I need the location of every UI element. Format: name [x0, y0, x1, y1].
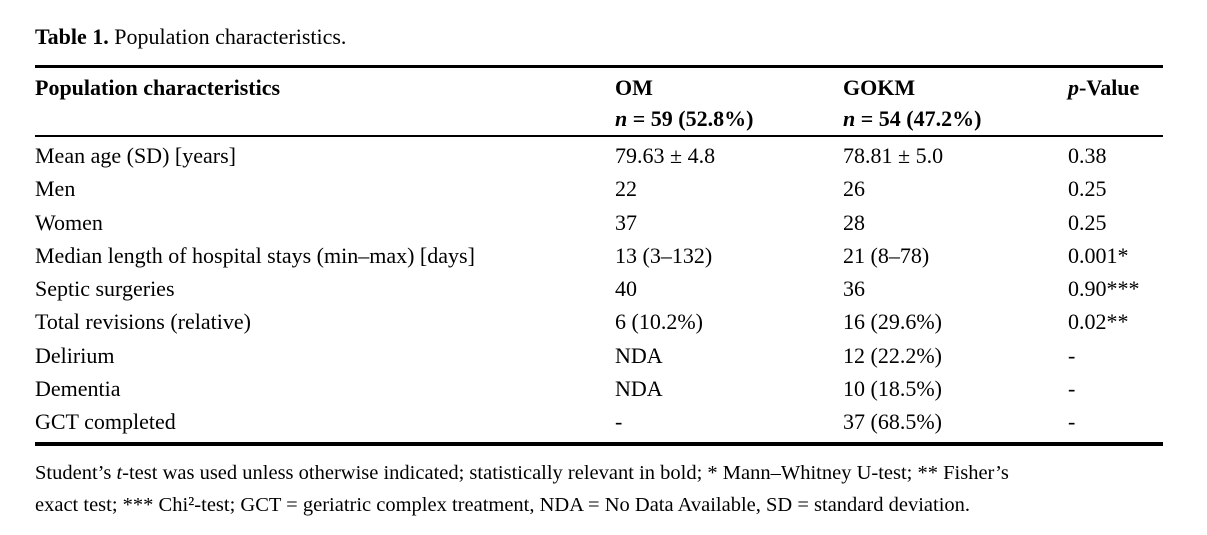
- table-header-row: Population characteristics OM n = 59 (52…: [35, 68, 1163, 135]
- table-header-rule: [35, 135, 1163, 137]
- table-row: Dementia NDA 10 (18.5%) -: [35, 372, 1163, 405]
- row-gokm-value: 78.81 ± 5.0: [843, 143, 944, 168]
- header-population-characteristics: Population characteristics: [35, 75, 281, 100]
- row-label: Mean age (SD) [years]: [35, 143, 236, 168]
- footnote-line-2: exact test; *** Chi²-test; GCT = geriatr…: [35, 493, 971, 516]
- header-om: OM n = 59 (52.8%): [615, 72, 843, 134]
- header-gokm-subtitle: n = 54 (47.2%): [843, 103, 1068, 134]
- header-gokm-n: n: [843, 106, 856, 131]
- table-content: Table 1. Population characteristics. Pop…: [35, 0, 1163, 521]
- footnote-line-1: Student’s t-test was used unless otherwi…: [35, 457, 1163, 489]
- header-om-title: OM: [615, 75, 653, 100]
- row-p-value: 0.02**: [1068, 309, 1129, 335]
- header-p-value: p-Value: [1068, 72, 1163, 134]
- row-om-value: 37: [615, 209, 637, 235]
- row-p-value: -: [1068, 376, 1076, 402]
- row-om-value: NDA: [615, 342, 663, 368]
- row-p-value: 0.90***: [1068, 276, 1140, 302]
- table-row: GCT completed - 37 (68.5%) -: [35, 405, 1163, 438]
- row-gokm-value: 28: [843, 209, 865, 235]
- footnote-t-italic: t: [116, 461, 123, 484]
- row-gokm-value: 12 (22.2%): [843, 342, 942, 368]
- header-p-italic: p: [1068, 75, 1079, 100]
- footnote-post: -test was used unless otherwise indicate…: [122, 461, 1009, 484]
- row-om-value: -: [615, 409, 623, 435]
- table-bottom-rule: [35, 441, 1163, 446]
- row-gokm-value: 36: [843, 276, 865, 302]
- row-p-value: 0.25: [1068, 209, 1107, 235]
- row-om-value: 22: [615, 176, 637, 202]
- row-gokm-value: 26: [843, 176, 865, 202]
- table-row: Median length of hospital stays (min–max…: [35, 239, 1163, 272]
- table-row: Delirium NDA 12 (22.2%) -: [35, 339, 1163, 372]
- header-om-subtitle: n = 59 (52.8%): [615, 103, 843, 134]
- row-label: Delirium: [35, 342, 115, 368]
- row-label: Dementia: [35, 376, 121, 402]
- caption-text: Population characteristics.: [108, 24, 347, 49]
- row-om-value: 13 (3–132): [615, 242, 713, 268]
- row-p-value: 0.25: [1068, 176, 1107, 202]
- footnote-pre: Student’s: [35, 461, 117, 484]
- row-label: GCT completed: [35, 409, 176, 435]
- population-table: Population characteristics OM n = 59 (52…: [35, 65, 1163, 446]
- header-p-rest: -Value: [1079, 75, 1140, 100]
- row-label: Men: [35, 176, 76, 202]
- row-p-value: 0.001*: [1068, 242, 1129, 268]
- row-gokm-value: 37 (68.5%): [843, 409, 942, 435]
- row-label: Median length of hospital stays (min–max…: [35, 242, 475, 268]
- table-caption: Table 1. Population characteristics.: [35, 22, 1163, 52]
- row-om-value: 6 (10.2%): [615, 309, 703, 335]
- row-p-value: 0.38: [1068, 143, 1107, 168]
- row-label: Total revisions (relative): [35, 309, 251, 335]
- table-body: Mean age (SD) [years] 79.63 ± 4.8 78.81 …: [35, 137, 1163, 442]
- table-row: Women 37 28 0.25: [35, 206, 1163, 239]
- table-footnote: Student’s t-test was used unless otherwi…: [35, 457, 1163, 521]
- table-row: Men 22 26 0.25: [35, 172, 1163, 205]
- table-row: Mean age (SD) [years] 79.63 ± 4.8 78.81 …: [35, 139, 1163, 172]
- row-label: Septic surgeries: [35, 276, 175, 302]
- row-gokm-value: 16 (29.6%): [843, 309, 942, 335]
- row-om-value: 40: [615, 276, 637, 302]
- table-top-rule: [35, 65, 1163, 68]
- header-om-count: = 59 (52.8%): [627, 106, 754, 131]
- header-om-n: n: [615, 106, 628, 131]
- row-gokm-value: 21 (8–78): [843, 242, 930, 268]
- header-gokm-count: = 54 (47.2%): [855, 106, 982, 131]
- row-gokm-value: 10 (18.5%): [843, 376, 942, 402]
- table-row: Septic surgeries 40 36 0.90***: [35, 272, 1163, 305]
- row-om-value: 79.63 ± 4.8: [615, 143, 716, 168]
- header-gokm-title: GOKM: [843, 75, 916, 100]
- caption-label: Table 1.: [35, 24, 109, 49]
- row-p-value: -: [1068, 409, 1076, 435]
- row-label: Women: [35, 209, 103, 235]
- row-om-value: NDA: [615, 376, 663, 402]
- table-row: Total revisions (relative) 6 (10.2%) 16 …: [35, 305, 1163, 338]
- row-p-value: -: [1068, 342, 1076, 368]
- header-gokm: GOKM n = 54 (47.2%): [843, 72, 1068, 134]
